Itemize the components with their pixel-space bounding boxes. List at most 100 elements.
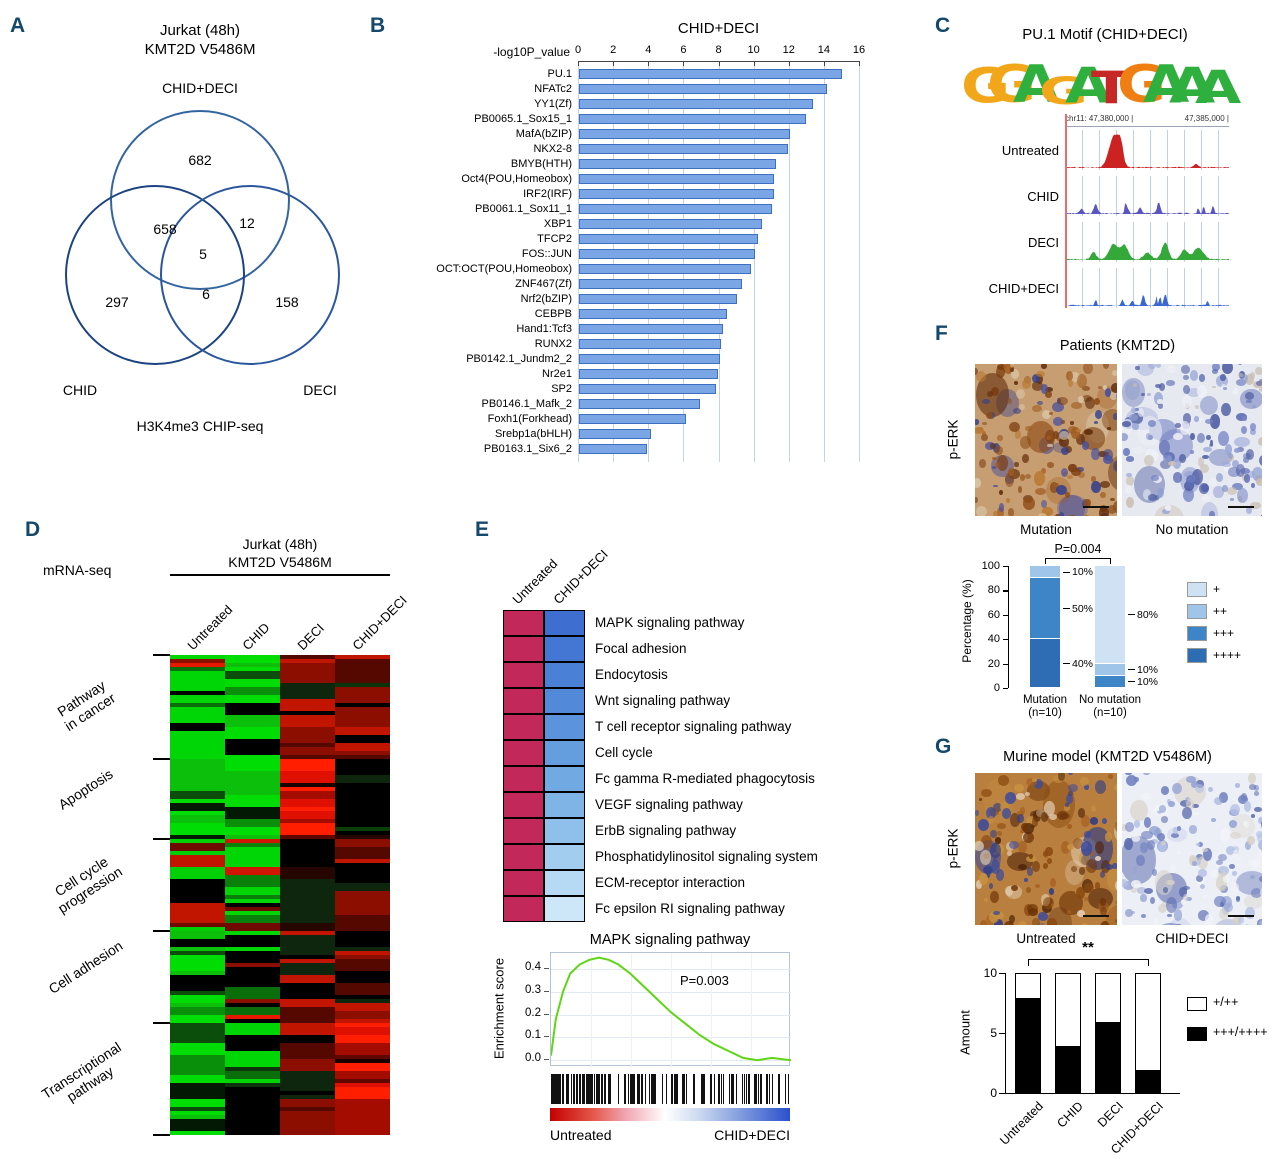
- tissue-speck: [1182, 413, 1192, 424]
- heatmap-cell: [335, 939, 390, 943]
- heatmap-cell: [335, 807, 390, 811]
- tissue-speck: [1209, 414, 1221, 429]
- tissue-speck: [997, 455, 1008, 472]
- tissue-speck: [1219, 902, 1224, 907]
- heatmap-cell: [335, 1071, 390, 1075]
- tissue-speck: [1114, 461, 1117, 471]
- heatmap-cell: [335, 859, 390, 863]
- heatmap-cell: [335, 1119, 390, 1123]
- barcode-line: [625, 1074, 627, 1104]
- pathway-cell-untreated: [503, 610, 544, 636]
- axis-tick: [718, 61, 720, 66]
- tissue-speck: [1191, 803, 1199, 809]
- gsea-yticks: 0.0 0.1 0.2 0.3 0.4: [475, 518, 550, 1159]
- heatmap-cell: [280, 1015, 335, 1019]
- heatmap-cell: [280, 819, 335, 823]
- grid-line: [718, 61, 720, 462]
- pathway-name: Phosphatidylinositol signaling system: [595, 849, 818, 864]
- tissue-speck: [1167, 914, 1172, 918]
- heatmap-cell: [170, 879, 225, 883]
- heatmap-cell: [225, 1019, 280, 1023]
- tissue-speck: [1070, 427, 1081, 439]
- pathway-cell-untreated: [503, 662, 544, 688]
- tissue-speck: [1028, 854, 1033, 860]
- stacked-segment: [1095, 566, 1125, 663]
- img-label-chid-deci: CHID+DECI: [1155, 931, 1229, 946]
- tissue-speck: [1140, 792, 1152, 801]
- heatmap-cell: [170, 887, 225, 891]
- tissue-speck: [1017, 485, 1023, 493]
- heatmap-cell: [335, 1039, 390, 1043]
- tissue-speck: [1060, 812, 1070, 819]
- heatmap-cell: [225, 1027, 280, 1031]
- tissue-speck: [1173, 472, 1182, 483]
- tissue-speck: [1233, 387, 1239, 395]
- heatmap-cell: [280, 1059, 335, 1063]
- heatmap-cell: [280, 983, 335, 987]
- heatmap-cell: [170, 743, 225, 747]
- patients-chart: 0 20 40 60 80 100 40% 50% 10% Mutation (n=10) 10% 10…: [935, 532, 1280, 732]
- legend-label: +++: [1213, 626, 1235, 640]
- heatmap-cell: [225, 991, 280, 995]
- tissue-speck: [1114, 919, 1117, 924]
- heatmap-cell: [335, 951, 390, 955]
- tissue-speck: [1123, 447, 1131, 457]
- heatmap-cell: [280, 831, 335, 835]
- heatmap-cell: [170, 711, 225, 715]
- tissue-speck: [1244, 801, 1252, 812]
- tissue-speck: [1141, 830, 1153, 840]
- heatmap-cell: [280, 1007, 335, 1011]
- heatmap-cell: [335, 767, 390, 771]
- tissue-speck: [1183, 374, 1189, 381]
- barcode-line: [636, 1074, 638, 1104]
- tissue-speck: [1099, 505, 1110, 516]
- heatmap-cell: [335, 679, 390, 683]
- tissue-speck: [1255, 478, 1262, 487]
- tissue-speck: [1077, 396, 1085, 403]
- tissue-speck: [1032, 381, 1044, 391]
- heatmap-cell: [225, 719, 280, 723]
- sig-bracket-end: [1028, 959, 1030, 966]
- tissue-speck: [1046, 918, 1057, 925]
- heatmap-cell: [170, 715, 225, 719]
- tissue-speck: [1255, 830, 1262, 838]
- heatmap-cell: [335, 843, 390, 847]
- heatmap-cell: [170, 875, 225, 879]
- barcode-line: [709, 1074, 711, 1104]
- tissue-speck: [979, 850, 991, 865]
- heatmap-cell: [280, 911, 335, 915]
- grading-bar-high: [1016, 997, 1040, 1092]
- sig-bracket-end: [1110, 558, 1112, 564]
- barcode-line: [582, 1074, 584, 1104]
- tissue-speck: [1018, 864, 1028, 871]
- tissue-speck: [1021, 822, 1030, 831]
- heatmap-cell: [170, 827, 225, 831]
- heatmap-cell: [225, 779, 280, 783]
- tissue-speck: [1004, 791, 1016, 805]
- barcode-line: [555, 1074, 557, 1104]
- panel-e-label: E: [475, 518, 490, 541]
- heatmap-cell: [335, 823, 390, 827]
- tissue-speck: [1053, 482, 1059, 488]
- barcode-line: [567, 1074, 568, 1104]
- tissue-speck: [1033, 778, 1043, 789]
- heatmap-cell: [225, 915, 280, 919]
- tissue-speck: [1182, 394, 1193, 408]
- barcode-line: [654, 1074, 656, 1104]
- heatmap-cell: [170, 819, 225, 823]
- tissue-speck: [1122, 879, 1129, 888]
- heatmap-cell: [280, 803, 335, 807]
- tissue-speck: [1170, 864, 1177, 872]
- tissue-speck: [1151, 838, 1159, 844]
- tissue-speck: [992, 466, 997, 470]
- heatmap-cell: [335, 1035, 390, 1039]
- y-tick: [1003, 639, 1008, 641]
- heatmap-cell: [335, 971, 390, 975]
- track-peaks: [1065, 294, 1229, 306]
- tissue-speck: [1105, 863, 1114, 870]
- tissue-speck: [1122, 377, 1146, 407]
- tissue-speck: [1209, 440, 1214, 446]
- tissue-speck: [1211, 364, 1221, 371]
- barcode-line: [594, 1074, 596, 1104]
- tissue-speck: [1232, 482, 1243, 490]
